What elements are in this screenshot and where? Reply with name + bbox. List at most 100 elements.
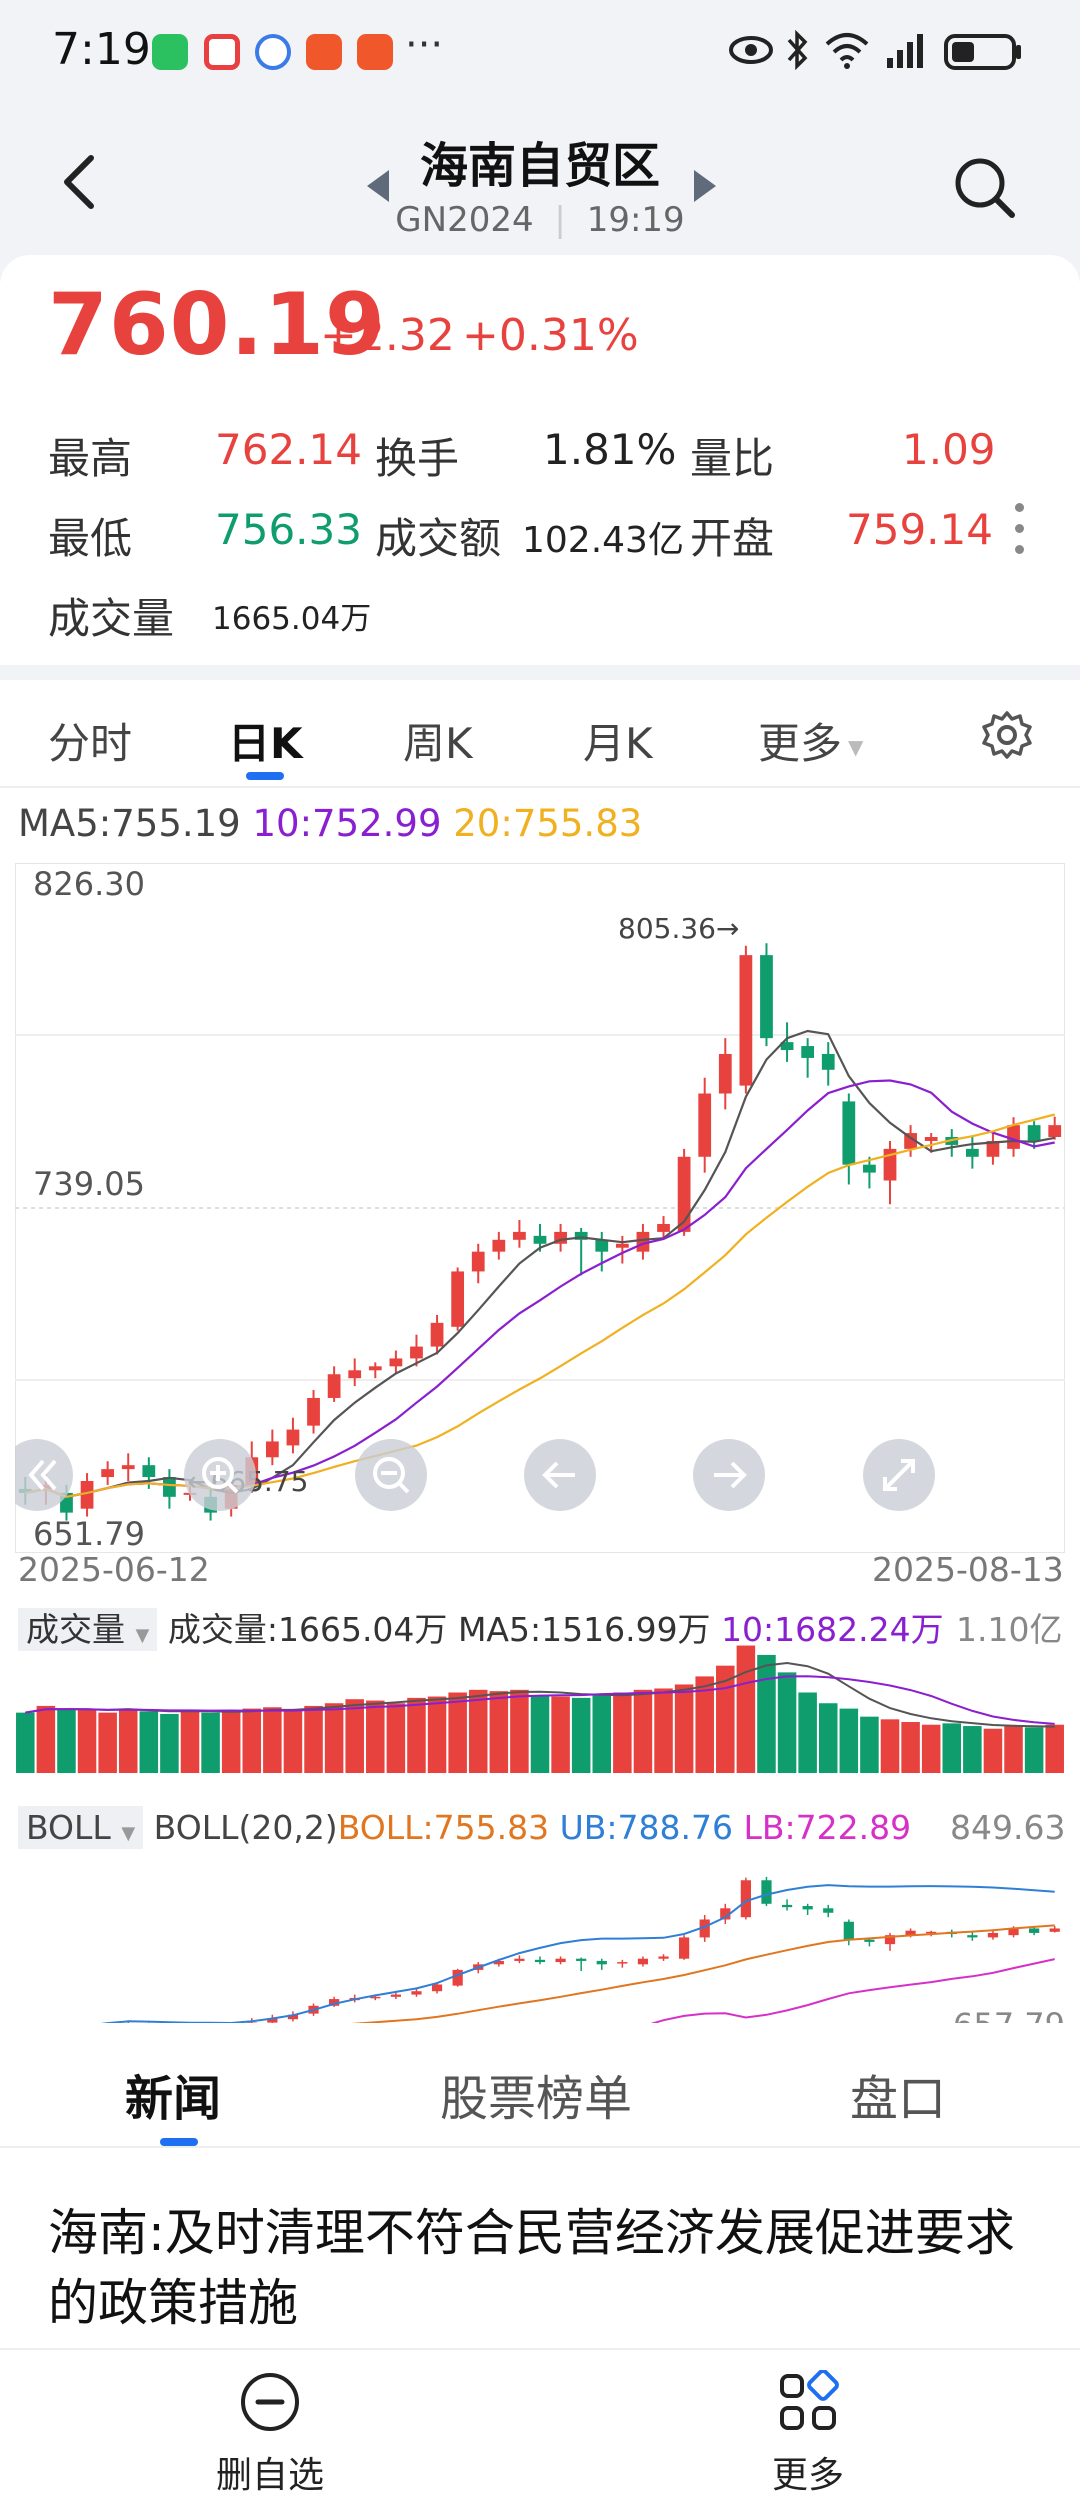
volume-bar — [304, 1705, 323, 1773]
candlestick-chart[interactable]: 826.30 739.05 651.79 805.36→ ←665.75 — [15, 863, 1065, 1553]
boll-chart[interactable]: 657.79 — [15, 1828, 1065, 2043]
more-stats-icon[interactable] — [1015, 503, 1029, 566]
candle-body — [595, 1239, 609, 1252]
candle-body — [471, 1251, 485, 1272]
tab-more[interactable]: 更多 ▼ — [758, 710, 863, 771]
boll-lb-label: LB:722.89 — [743, 1808, 912, 1847]
tab-weekly-k[interactable]: 周K — [403, 719, 473, 768]
boll-candle-body — [370, 1996, 381, 1999]
boll-ub-label: UB:788.76 — [559, 1808, 733, 1847]
volume-bar — [633, 1689, 653, 1773]
candle-body — [368, 1366, 382, 1371]
boll-candle-body — [452, 1969, 463, 1986]
boll-candle-body — [823, 1908, 834, 1913]
boll-candle-body — [699, 1919, 710, 1938]
volume-bar — [510, 1689, 529, 1773]
volume-bar — [283, 1709, 303, 1773]
volume-legend: 成交量 ▼ 成交量:1665.04万 MA5:1516.99万 10:1682.… — [18, 1603, 1062, 1651]
volume-chart[interactable] — [15, 1643, 1065, 1773]
boll-candle-body — [1029, 1928, 1040, 1933]
max-price-value: 805.36 — [618, 912, 716, 945]
volume-indicator-selector[interactable]: 成交量 ▼ — [18, 1608, 158, 1651]
boll-candle-body — [987, 1932, 999, 1938]
volume-bar — [345, 1699, 364, 1773]
search-icon[interactable] — [952, 155, 1018, 221]
volume-bar — [242, 1708, 262, 1773]
volume-bar — [757, 1654, 776, 1773]
ma10-legend: 10:752.99 — [252, 802, 442, 845]
pan-right-button[interactable] — [693, 1439, 765, 1511]
volume-max-label: 1.10亿 — [956, 1610, 1063, 1649]
boll-candle-body — [329, 1999, 340, 2006]
volume-bar — [571, 1697, 591, 1773]
low-value: 756.33 — [215, 505, 362, 554]
candle-body — [760, 955, 773, 1039]
volume-bar — [386, 1703, 406, 1773]
more-notifications-icon: ··· — [405, 22, 444, 68]
tab-news[interactable]: 新闻 — [125, 2071, 222, 2127]
volume-bar — [77, 1709, 97, 1773]
volume-value-label: 成交量:1665.04万 — [167, 1610, 448, 1649]
volume-bar — [180, 1709, 200, 1773]
volume-bar — [839, 1708, 859, 1773]
zoom-in-button[interactable] — [184, 1439, 256, 1511]
prev-sector-arrow-icon[interactable] — [363, 168, 393, 204]
candle-body — [265, 1441, 279, 1458]
high-label: 最高 — [48, 434, 133, 483]
quote-time: 19:19 — [586, 200, 685, 240]
remove-watchlist-button[interactable]: 删自选 — [190, 2370, 350, 2498]
news-headline[interactable]: 海南:及时清理不符合民营经济发展促进要求的政策措施 — [0, 2148, 1080, 2348]
candle-body — [698, 1093, 712, 1157]
volume-bar — [530, 1695, 550, 1773]
low-label: 最低 — [48, 514, 133, 563]
sector-code: GN2024 — [395, 200, 534, 240]
x-axis-end-date: 2025-08-13 — [872, 1550, 1064, 1589]
boll-selector-label: BOLL — [26, 1808, 111, 1847]
fullscreen-button[interactable] — [863, 1439, 935, 1511]
wechat-icon — [152, 34, 188, 70]
candle-body — [492, 1239, 506, 1252]
gear-icon[interactable] — [982, 710, 1032, 760]
boll-candle-body — [555, 1958, 566, 1963]
period-tabs: 分时 日K 周K 月K 更多 ▼ — [0, 680, 1080, 788]
boll-indicator-selector[interactable]: BOLL ▼ — [18, 1806, 144, 1849]
scroll-left-button[interactable] — [15, 1439, 73, 1511]
chevron-down-icon: ▼ — [135, 1625, 150, 1646]
boll-candle-body — [884, 1935, 896, 1945]
kline-chart-area: MA5:755.19 10:752.99 20:755.83 826.30 73… — [0, 788, 1080, 2043]
volume-bar — [921, 1724, 941, 1773]
tab-order-book[interactable]: 盘口 — [850, 2071, 947, 2127]
volume-bar — [139, 1711, 159, 1773]
active-tab-indicator — [160, 2138, 198, 2146]
page-title: 海南自贸区 — [419, 138, 660, 194]
open-value: 759.14 — [846, 505, 993, 554]
minus-circle-icon — [241, 2373, 299, 2431]
boll-candle-body — [864, 1939, 875, 1942]
volume-bar — [324, 1703, 344, 1773]
amount-label: 成交额 — [375, 514, 502, 563]
volume-bar — [818, 1703, 838, 1773]
wifi-icon — [825, 33, 869, 69]
ma20-legend: 20:755.83 — [453, 802, 643, 845]
tab-daily-k[interactable]: 日K — [228, 719, 303, 768]
tab-monthly-k[interactable]: 月K — [583, 719, 653, 768]
next-sector-arrow-icon[interactable] — [690, 168, 720, 204]
tab-intraday[interactable]: 分时 — [48, 719, 133, 768]
candle-body — [718, 1053, 732, 1094]
volume-bar — [263, 1707, 282, 1773]
volume-bar — [160, 1713, 179, 1773]
back-arrow-icon[interactable] — [55, 152, 105, 212]
more-button[interactable]: 更多 — [728, 2369, 888, 2498]
quote-card: 760.19 +2.32 +0.31% 最高 762.14 换手 1.81% 量… — [0, 255, 1080, 665]
zoom-out-button[interactable] — [355, 1439, 427, 1511]
volume-bar — [716, 1665, 735, 1773]
boll-candle-body — [576, 1958, 587, 1961]
eye-icon — [729, 36, 773, 64]
pan-left-button[interactable] — [524, 1439, 596, 1511]
volume-bar — [118, 1708, 138, 1773]
tab-stock-ranking[interactable]: 股票榜单 — [440, 2071, 633, 2127]
volume-bar — [551, 1696, 570, 1773]
candle-body — [142, 1465, 156, 1478]
volume-bar — [16, 1712, 35, 1773]
battery-icon — [944, 34, 1021, 70]
